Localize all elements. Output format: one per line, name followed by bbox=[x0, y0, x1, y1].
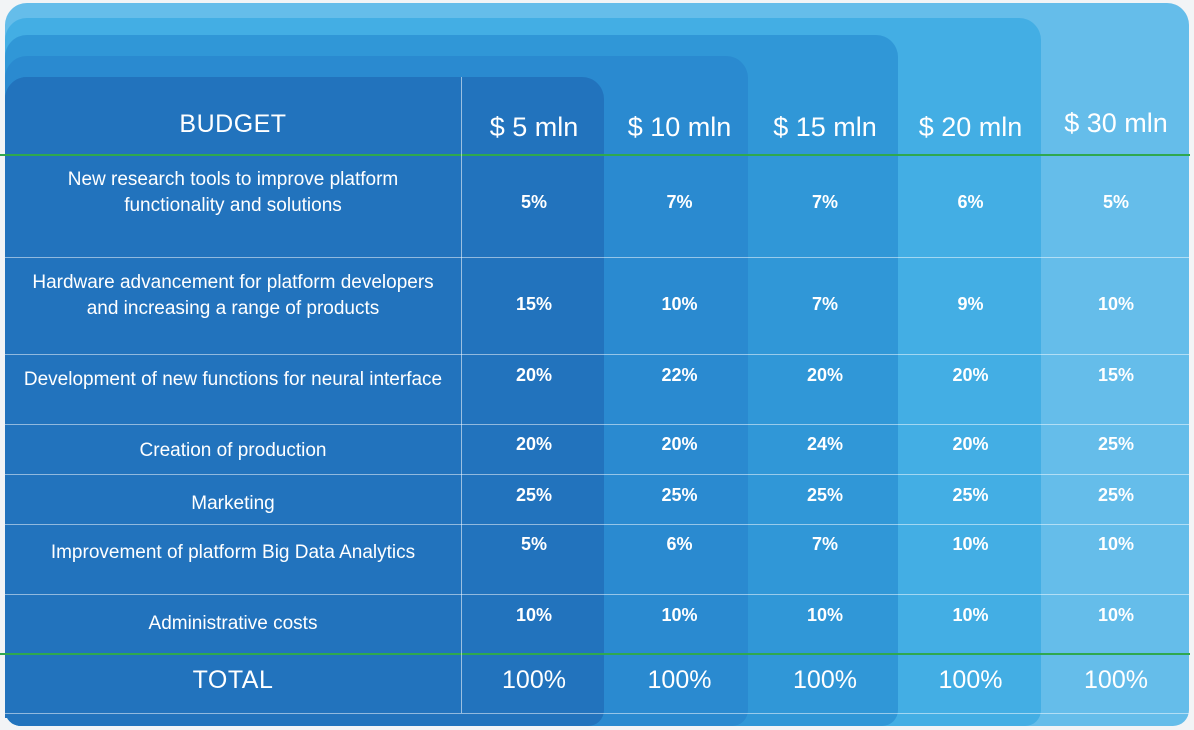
column-header-30: $ 30 mln bbox=[1064, 107, 1168, 138]
row-4-value-5: 20% bbox=[515, 433, 553, 454]
row-label-research-tools: New research tools to improve platform f… bbox=[67, 169, 399, 216]
row-divider bbox=[5, 474, 1189, 475]
row-label-hardware: Hardware advancement for platform develo… bbox=[32, 272, 434, 319]
row-3-value-30: 15% bbox=[1097, 364, 1135, 385]
row-1-value-15: 7% bbox=[811, 191, 838, 212]
row-divider bbox=[5, 257, 1189, 258]
total-value-5: 100% bbox=[502, 665, 566, 694]
row-label-marketing: Marketing bbox=[191, 493, 275, 514]
row-1-value-30: 5% bbox=[1102, 191, 1129, 212]
row-3-value-15: 20% bbox=[806, 364, 844, 385]
row-2-value-5: 15% bbox=[515, 293, 553, 314]
row-4-value-30: 25% bbox=[1097, 433, 1135, 454]
column-header-20: $ 20 mln bbox=[918, 111, 1023, 142]
row-3-value-20: 20% bbox=[952, 364, 989, 385]
row-2-value-10: 10% bbox=[661, 293, 698, 314]
row-4-value-20: 20% bbox=[952, 433, 989, 454]
label-column-divider bbox=[461, 77, 462, 713]
row-6-value-30: 10% bbox=[1097, 533, 1135, 554]
row-1-value-5: 5% bbox=[520, 191, 547, 212]
row-6-value-5: 5% bbox=[520, 533, 547, 554]
total-value-10: 100% bbox=[647, 665, 712, 694]
total-value-30: 100% bbox=[1084, 665, 1148, 694]
row-label-production: Creation of production bbox=[139, 440, 327, 461]
row-6-value-20: 10% bbox=[952, 533, 989, 554]
row-label-neural-interface: Development of new functions for neural … bbox=[23, 369, 443, 390]
row-2-value-15: 7% bbox=[811, 293, 838, 314]
budget-header: BUDGET bbox=[179, 109, 287, 138]
row-7-value-30: 10% bbox=[1097, 604, 1135, 625]
row-5-value-20: 25% bbox=[952, 484, 989, 505]
label-column-background bbox=[5, 77, 461, 718]
row-4-value-10: 20% bbox=[661, 433, 698, 454]
row-label-administrative: Administrative costs bbox=[148, 613, 318, 634]
total-value-20: 100% bbox=[938, 665, 1003, 694]
row-4-value-15: 24% bbox=[806, 433, 844, 454]
row-7-value-10: 10% bbox=[661, 604, 698, 625]
row-5-value-5: 25% bbox=[515, 484, 553, 505]
row-divider bbox=[5, 594, 1189, 595]
row-label-big-data: Improvement of platform Big Data Analyti… bbox=[50, 542, 416, 563]
column-header-10: $ 10 mln bbox=[627, 111, 732, 142]
column-header-15: $ 15 mln bbox=[773, 111, 877, 142]
row-3-value-5: 20% bbox=[515, 364, 553, 385]
row-6-value-10: 6% bbox=[666, 533, 693, 554]
row-6-value-15: 7% bbox=[811, 533, 838, 554]
row-divider bbox=[5, 354, 1189, 355]
row-7-value-15: 10% bbox=[806, 604, 844, 625]
total-label: TOTAL bbox=[192, 665, 274, 694]
row-7-value-20: 10% bbox=[952, 604, 989, 625]
row-3-value-10: 22% bbox=[661, 364, 698, 385]
row-5-value-10: 25% bbox=[661, 484, 698, 505]
column-header-5: $ 5 mln bbox=[489, 111, 579, 142]
row-2-value-30: 10% bbox=[1097, 293, 1135, 314]
row-2-value-20: 9% bbox=[957, 293, 984, 314]
row-7-value-5: 10% bbox=[515, 604, 553, 625]
total-divider bbox=[0, 653, 1190, 655]
row-1-value-10: 7% bbox=[666, 191, 693, 212]
row-5-value-15: 25% bbox=[806, 484, 844, 505]
row-5-value-30: 25% bbox=[1097, 484, 1135, 505]
header-divider bbox=[0, 154, 1190, 156]
row-divider bbox=[5, 524, 1189, 525]
row-divider bbox=[5, 424, 1189, 425]
total-value-15: 100% bbox=[793, 665, 857, 694]
bottom-divider bbox=[5, 713, 1189, 714]
row-1-value-20: 6% bbox=[957, 191, 984, 212]
